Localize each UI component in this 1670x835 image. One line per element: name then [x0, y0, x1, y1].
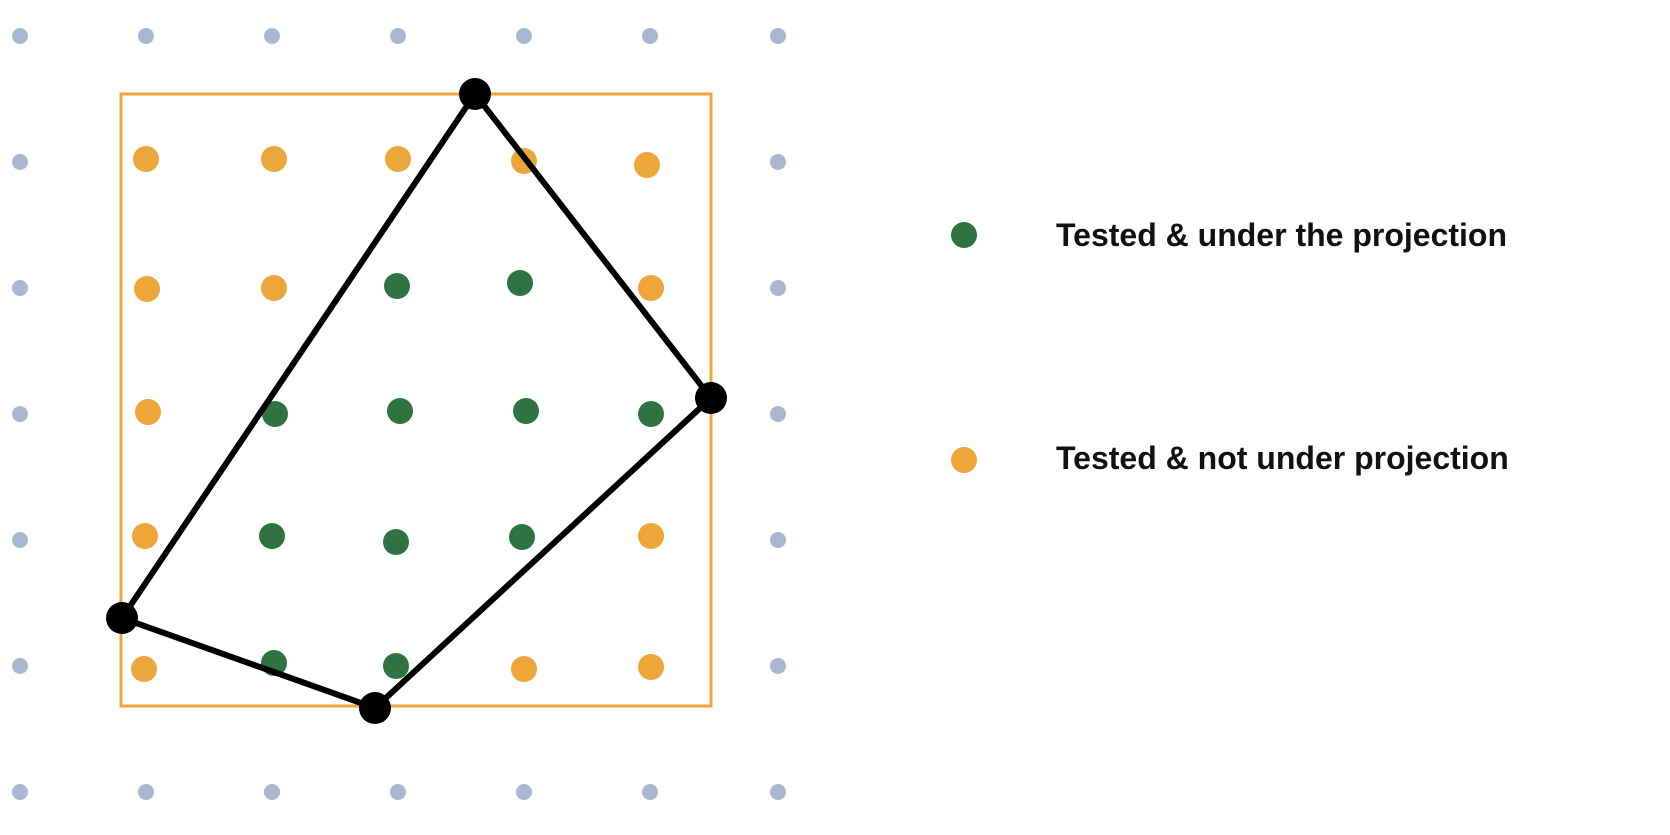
legend: [951, 222, 977, 473]
tested-point-not-under-projection: [511, 656, 537, 682]
grid-point: [138, 784, 154, 800]
polygon-vertices: [106, 78, 727, 724]
grid-point: [12, 784, 28, 800]
tested-point-not-under-projection: [261, 146, 287, 172]
legend-marker-under-projection: [951, 222, 977, 248]
tested-point-not-under-projection: [132, 523, 158, 549]
background-grid: [12, 28, 786, 800]
polygon-vertex: [359, 692, 391, 724]
tested-point-not-under-projection: [131, 656, 157, 682]
polygon-vertex: [695, 382, 727, 414]
tested-point-under-projection: [383, 529, 409, 555]
grid-point: [12, 658, 28, 674]
grid-point: [642, 784, 658, 800]
polygon-vertex: [459, 78, 491, 110]
tested-point-not-under-projection: [638, 654, 664, 680]
tested-point-not-under-projection: [133, 146, 159, 172]
grid-point: [390, 784, 406, 800]
grid-point: [516, 784, 532, 800]
grid-point: [12, 406, 28, 422]
grid-point: [12, 532, 28, 548]
tested-points: [131, 146, 664, 682]
grid-point: [12, 154, 28, 170]
tested-point-under-projection: [507, 270, 533, 296]
tested-point-under-projection: [387, 398, 413, 424]
tested-point-under-projection: [638, 401, 664, 427]
tested-point-under-projection: [383, 653, 409, 679]
grid-point: [770, 658, 786, 674]
tested-point-under-projection: [384, 273, 410, 299]
grid-point: [390, 28, 406, 44]
projection-polygon: [119, 91, 714, 711]
legend-label-under-projection: Tested & under the projection: [1056, 217, 1507, 253]
legend-label-not-under-projection: Tested & not under projection: [1056, 440, 1509, 476]
grid-point: [770, 532, 786, 548]
grid-point: [770, 154, 786, 170]
grid-point: [516, 28, 532, 44]
grid-point: [12, 28, 28, 44]
polygon-vertex: [106, 602, 138, 634]
tested-point-not-under-projection: [638, 275, 664, 301]
grid-point: [770, 28, 786, 44]
tested-point-not-under-projection: [385, 146, 411, 172]
tested-point-under-projection: [262, 401, 288, 427]
tested-point-under-projection: [513, 398, 539, 424]
grid-point: [770, 406, 786, 422]
grid-point: [12, 280, 28, 296]
grid-point: [642, 28, 658, 44]
tested-point-not-under-projection: [638, 523, 664, 549]
grid-point: [264, 28, 280, 44]
tested-point-not-under-projection: [134, 276, 160, 302]
tested-point-not-under-projection: [135, 399, 161, 425]
grid-point: [264, 784, 280, 800]
grid-point: [138, 28, 154, 44]
tested-point-not-under-projection: [261, 275, 287, 301]
tested-point-under-projection: [259, 523, 285, 549]
grid-point: [770, 280, 786, 296]
legend-marker-not-under-projection: [951, 447, 977, 473]
grid-point: [770, 784, 786, 800]
tested-point-under-projection: [509, 524, 535, 550]
tested-point-not-under-projection: [634, 152, 660, 178]
